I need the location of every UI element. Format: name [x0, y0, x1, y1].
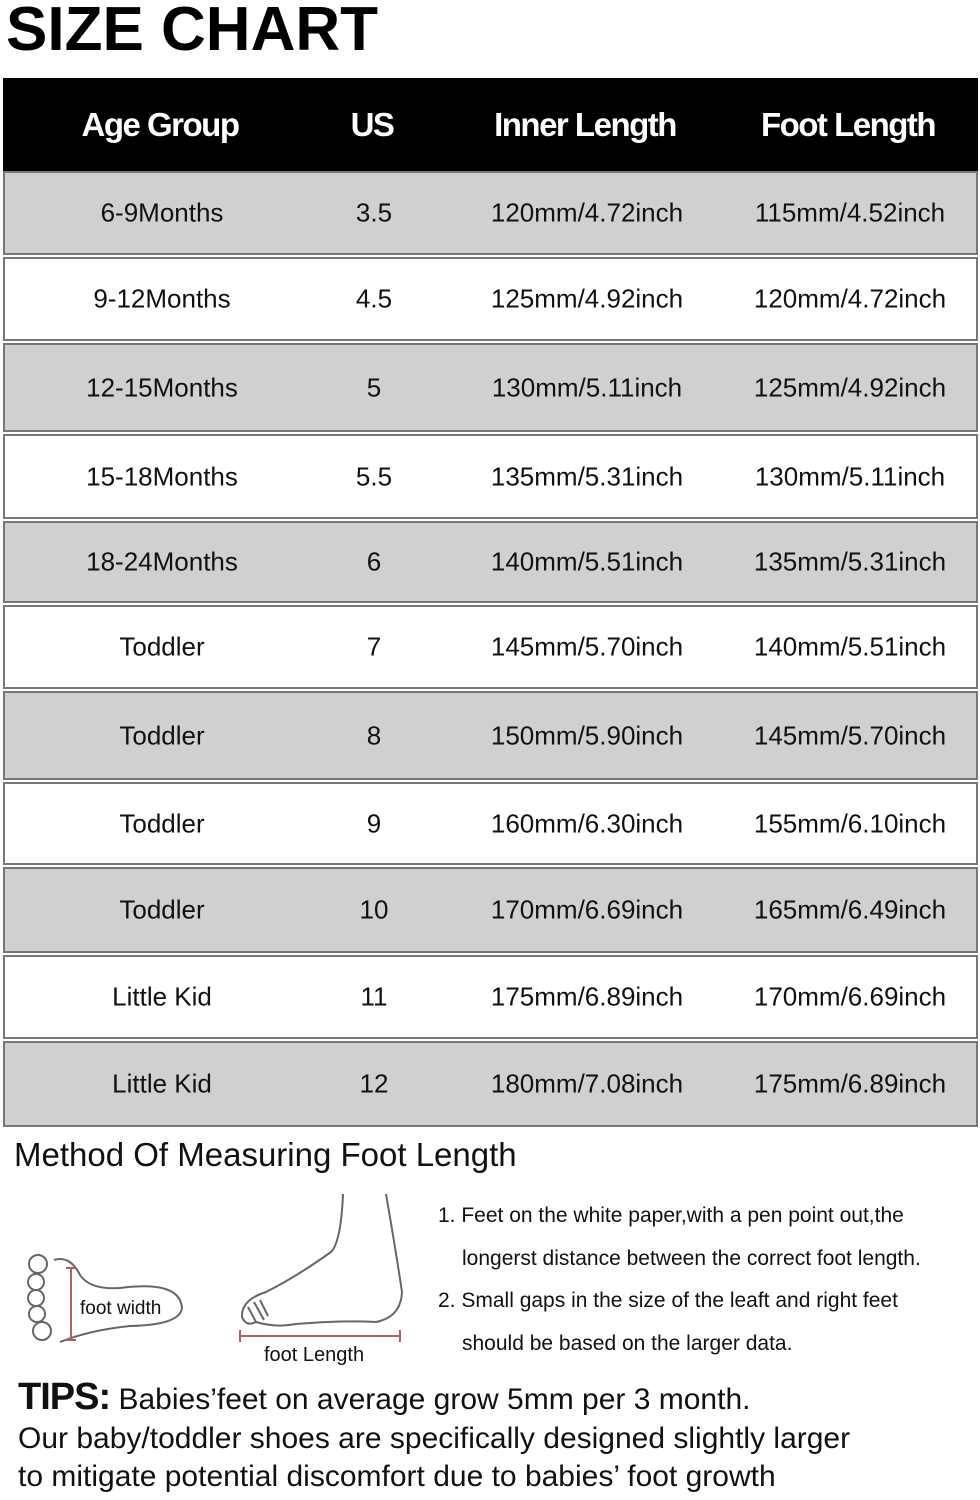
step-2-line-2: should be based on the larger data. [462, 1331, 793, 1355]
table-header: Age Group US Inner Length Foot Length [3, 78, 978, 171]
table-row: 18-24Months 6 140mm/5.51inch 135mm/5.31inch [3, 521, 978, 603]
foot-width-diagram [27, 1254, 184, 1343]
age-group-cell: Toddler [119, 808, 205, 838]
table-row: Toddler 10 170mm/6.69inch 165mm/6.49inch [3, 867, 978, 953]
foot-length-cell: 155mm/6.10inch [753, 808, 947, 838]
us-size-cell: 10 [359, 894, 389, 925]
table-row: 9-12Months 4.5 125mm/4.92inch 120mm/4.72inc… [3, 257, 978, 341]
age-group-cell: 6-9Months [100, 197, 224, 228]
us-size-cell: 6 [366, 546, 382, 577]
age-group-cell: 9-12Months [93, 283, 231, 314]
table-row: 12-15Months 5 130mm/5.11inch 125mm/4.92inch [3, 343, 978, 432]
foot-length-cell: 170mm/6.69inch [753, 981, 947, 1012]
tips-section: TIPS: Babies’feet on average grow 5mm pe… [18, 1378, 850, 1497]
age-group-cell: Little Kid [112, 981, 212, 1012]
step-1-line-2: longerst distance between the correct fo… [462, 1246, 921, 1270]
measuring-steps: 1. Feet on the white paper,with a pen po… [438, 1195, 921, 1365]
table-row: 6-9Months 3.5 120mm/4.72inch 115mm/4.52inch [3, 171, 978, 255]
table-row: Toddler 8 150mm/5.90inch 145mm/5.70inch [3, 691, 978, 780]
us-size-cell: 9 [366, 808, 382, 838]
us-size-cell: 12 [359, 1068, 389, 1099]
foot-length-cell: 115mm/4.52inch [754, 197, 946, 228]
inner-length-cell: 145mm/5.70inch [490, 631, 684, 662]
age-group-cell: Toddler [119, 631, 205, 662]
step-1-line-1: 1. Feet on the white paper,with a pen po… [438, 1204, 904, 1227]
table-row: Toddler 7 145mm/5.70inch 140mm/5.51inch [3, 605, 978, 689]
age-group-cell: Little Kid [112, 1068, 212, 1099]
header-age-group: Age Group [81, 105, 241, 143]
tips-line-1: Babies’feet on average grow 5mm per 3 mo… [110, 1383, 751, 1416]
method-heading: Method Of Measuring Foot Length [14, 1136, 517, 1173]
tips-line-3: to mitigate potential discomfort due to … [18, 1460, 776, 1493]
table-row: Little Kid 12 180mm/7.08inch 175mm/6.89inch [3, 1041, 978, 1127]
table-row: Toddler 9 160mm/6.30inch 155mm/6.10inch [3, 782, 978, 865]
foot-length-cell: 135mm/5.31inch [753, 546, 947, 577]
us-size-cell: 5 [366, 372, 382, 402]
foot-length-cell: 165mm/6.49inch [753, 894, 947, 925]
inner-length-cell: 125mm/4.92inch [490, 283, 684, 314]
header-foot-length: Foot Length [760, 105, 937, 143]
inner-length-cell: 180mm/7.08inch [490, 1068, 684, 1099]
inner-length-cell: 130mm/5.11inch [491, 372, 683, 402]
foot-length-cell: 120mm/4.72inch [753, 283, 947, 314]
page-title: SIZE CHART [6, 0, 378, 64]
foot-length-diagram [239, 1193, 404, 1342]
inner-length-cell: 175mm/6.89inch [490, 981, 684, 1012]
us-size-cell: 11 [360, 981, 388, 1012]
table-row: 15-18Months 5.5 135mm/5.31inch 130mm/5.11in… [3, 434, 978, 519]
age-group-cell: 12-15Months [86, 372, 238, 402]
age-group-cell: Toddler [119, 720, 205, 750]
us-size-cell: 4.5 [355, 283, 393, 314]
header-inner-length: Inner Length [494, 105, 677, 143]
foot-length-cell: 140mm/5.51inch [753, 631, 947, 662]
age-group-cell: Toddler [119, 894, 205, 925]
inner-length-cell: 140mm/5.51inch [490, 546, 684, 577]
inner-length-cell: 120mm/4.72inch [490, 197, 684, 228]
tips-line-2: Our baby/toddler shoes are specifically … [18, 1421, 851, 1455]
us-size-cell: 3.5 [355, 197, 393, 228]
foot-width-label: foot width [80, 1298, 162, 1319]
age-group-cell: 15-18Months [86, 461, 238, 491]
tips-label: TIPS: [18, 1376, 111, 1418]
inner-length-cell: 160mm/6.30inch [490, 808, 684, 838]
us-size-cell: 5.5 [355, 461, 393, 491]
foot-length-label: foot Length [264, 1344, 365, 1366]
foot-length-cell: 145mm/5.70inch [753, 720, 947, 750]
foot-length-cell: 130mm/5.11inch [754, 461, 946, 491]
foot-length-cell: 125mm/4.92inch [753, 372, 947, 402]
header-us: US [350, 105, 395, 143]
age-group-cell: 18-24Months [86, 546, 238, 577]
us-size-cell: 8 [366, 720, 382, 750]
step-2-line-1: 2. Small gaps in the size of the leaft a… [438, 1289, 898, 1312]
inner-length-cell: 170mm/6.69inch [490, 894, 684, 925]
us-size-cell: 7 [366, 631, 382, 662]
foot-length-cell: 175mm/6.89inch [753, 1068, 947, 1099]
size-table: Age Group US Inner Length Foot Length 6-… [3, 78, 978, 1129]
inner-length-cell: 150mm/5.90inch [490, 720, 684, 750]
table-row: Little Kid 11 175mm/6.89inch 170mm/6.69inch [3, 955, 978, 1039]
inner-length-cell: 135mm/5.31inch [490, 461, 684, 491]
